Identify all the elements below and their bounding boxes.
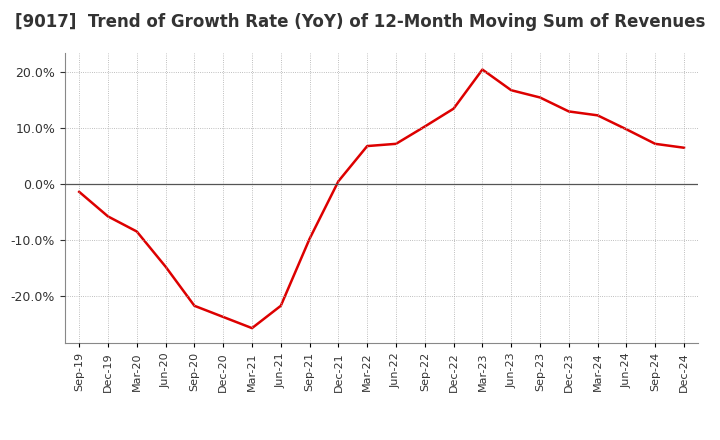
Text: [9017]  Trend of Growth Rate (YoY) of 12-Month Moving Sum of Revenues: [9017] Trend of Growth Rate (YoY) of 12-… — [15, 13, 705, 31]
